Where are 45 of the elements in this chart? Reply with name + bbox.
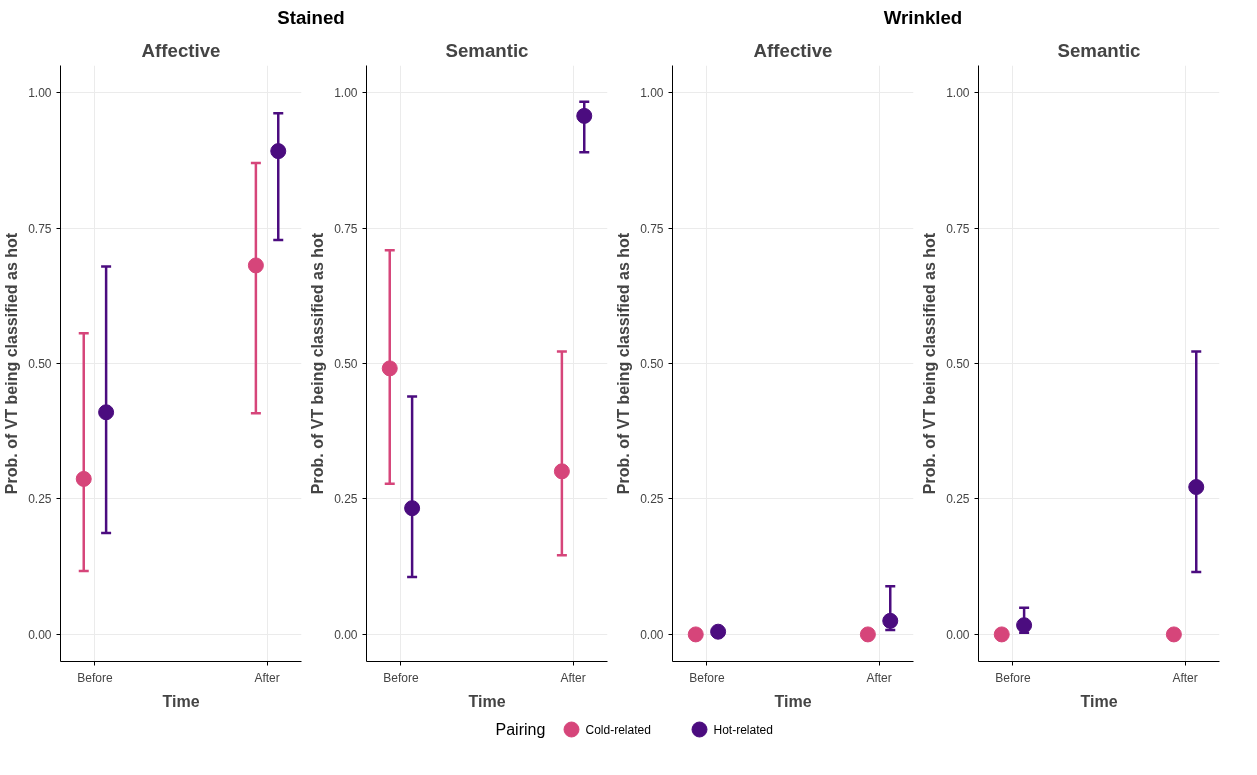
y-axis-title: Prob. of VT being classified as hot [309, 232, 327, 495]
y-tick-label: 0.25 [946, 492, 970, 507]
y-axis-title: Prob. of VT being classified as hot [3, 232, 21, 495]
x-tick-label: After [560, 670, 586, 685]
y-tick-label: 0.25 [334, 492, 358, 507]
y-axis-title: Prob. of VT being classified as hot [615, 232, 633, 495]
x-tick-label: Before [77, 670, 113, 685]
y-tick-label: 0.25 [28, 492, 52, 507]
y-tick-label: 0.75 [946, 221, 970, 236]
y-tick-label: 1.00 [640, 86, 664, 101]
y-tick-label: 0.50 [334, 357, 358, 371]
legend-label: Hot-related [713, 722, 773, 737]
y-tick-label: 0.00 [640, 627, 664, 642]
x-tick-label: After [866, 670, 892, 685]
y-tick-label: 0.75 [334, 221, 358, 236]
y-tick-label: 0.00 [946, 627, 970, 642]
y-tick-label: 1.00 [334, 86, 358, 101]
x-axis-title: Time [468, 692, 506, 710]
x-tick-label: Before [995, 670, 1031, 685]
x-axis-title: Time [1080, 692, 1118, 710]
x-tick-label: Before [689, 670, 725, 685]
y-tick-label: 0.50 [946, 357, 970, 371]
legend-title: Pairing [495, 721, 546, 738]
y-axis-title: Prob. of VT being classified as hot [921, 232, 939, 495]
x-tick-label: After [1172, 670, 1198, 685]
legend-label: Cold-related [585, 722, 651, 737]
y-tick-label: 0.00 [28, 627, 52, 642]
chart-title: Affective [141, 39, 221, 61]
y-tick-label: 0.25 [640, 492, 664, 507]
x-axis-title: Time [162, 692, 200, 710]
chart-title: Semantic [1057, 39, 1141, 61]
y-tick-label: 1.00 [946, 86, 970, 101]
x-tick-label: Before [383, 670, 419, 685]
y-tick-label: 0.75 [640, 221, 664, 236]
text: Stained [277, 6, 345, 30]
y-tick-label: 1.00 [28, 86, 52, 101]
chart-title: Affective [753, 39, 833, 61]
x-tick-label: After [254, 670, 280, 685]
y-tick-label: 0.50 [640, 357, 664, 371]
y-tick-label: 0.75 [28, 221, 52, 236]
y-tick-label: 0.50 [28, 357, 52, 371]
text: Wrinkled [883, 6, 963, 30]
chart-title: Semantic [445, 39, 529, 61]
y-tick-label: 0.00 [334, 627, 358, 642]
x-axis-title: Time [774, 692, 812, 710]
